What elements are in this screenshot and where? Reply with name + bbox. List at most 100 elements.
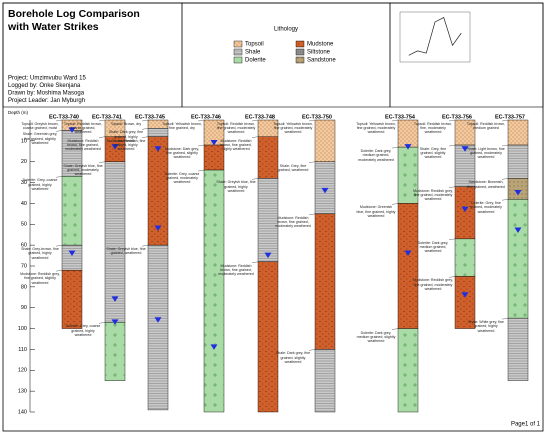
project-line: Project Leader: Jan Myburgh	[8, 98, 85, 104]
layer-description: Topsoil: Yellowish brown, fine grained, …	[162, 122, 202, 131]
layer-pattern	[398, 203, 418, 329]
layer-pattern	[258, 120, 278, 137]
layer-pattern	[148, 136, 168, 246]
legend-label: Mudstone	[307, 42, 334, 48]
borehole-name: EC-T33-750	[302, 114, 332, 120]
borehole-name: EC-T33-746	[191, 114, 221, 120]
layer-pattern	[508, 120, 528, 146]
layer-description: Dolerite: Grey, coarse grained, highly w…	[65, 324, 101, 337]
y-tick-label: 120	[18, 368, 27, 374]
y-axis-label: Depth (m)	[8, 110, 29, 115]
layer-boundary	[197, 144, 205, 147]
layer-boundary	[308, 349, 316, 351]
layer-description: Mudstone: Reddish grey, fine grained, sl…	[20, 272, 60, 285]
layer-pattern	[204, 120, 224, 146]
layer-boundary	[55, 130, 63, 132]
layer-description: Mudstone: Reddish, fine grained, highly …	[106, 138, 146, 152]
y-tick-label: 140	[18, 409, 27, 415]
layer-pattern	[315, 120, 335, 162]
layer-boundary	[141, 119, 149, 122]
layer-pattern	[508, 178, 528, 200]
legend-pattern	[234, 57, 242, 63]
layer-boundary	[55, 119, 63, 122]
y-tick-label: 50	[21, 222, 27, 228]
water-strike	[461, 206, 469, 213]
layer-pattern	[508, 318, 528, 381]
borehole-name: EC-T33-740	[49, 114, 79, 120]
layer-pattern	[62, 270, 82, 329]
layer-description: Shale: Grey-brown, fine grained, highly …	[21, 247, 59, 260]
layer-description: Dolerite: Grey, fine grained, moderately…	[470, 201, 502, 214]
layer-description: Topsoil: Reddish brown, coarse grained, …	[63, 122, 103, 135]
layer-boundary	[448, 144, 456, 147]
y-tick-label: 10	[21, 138, 27, 144]
layer-pattern	[148, 120, 168, 129]
borehole-name: EC-T33-741	[92, 114, 122, 120]
water-strike	[154, 146, 162, 152]
legend-label: Topsoil	[245, 42, 264, 48]
layer-pattern	[508, 145, 528, 179]
borehole-name: EC-T33-748	[245, 114, 275, 120]
project-line: Drawn by: Moshima Masoga	[8, 91, 85, 97]
water-strike	[264, 252, 272, 259]
layer-boundary	[55, 270, 63, 272]
layer-boundary	[308, 161, 316, 163]
water-strike	[68, 127, 76, 133]
legend-title: Lithology	[274, 27, 298, 33]
layer-pattern	[398, 147, 418, 204]
layer-boundary	[391, 328, 399, 330]
layer-boundary	[98, 119, 106, 122]
layer-pattern	[508, 199, 528, 319]
water-strike	[111, 144, 119, 150]
inset-box	[389, 2, 544, 108]
layer-description: Shale: Light brown, fine grained, modera…	[467, 147, 505, 160]
layer-pattern	[62, 176, 82, 246]
water-strike	[514, 190, 522, 196]
layer-boundary	[501, 144, 509, 147]
layer-description: Topsoil: Greyish brown, coarse grained, …	[21, 122, 59, 131]
layer-boundary	[501, 317, 509, 320]
layer-description: Shale: Greenish grey, fine grained, slig…	[22, 132, 58, 145]
layer-description: Mudstone: Reddish grey, fine grained, mo…	[413, 188, 453, 202]
title: Borehole Log Comparison	[8, 8, 140, 20]
legend-label: Dolerite	[245, 58, 266, 64]
layer-description: Dolerite: Dark grey, medium grained, mod…	[358, 149, 394, 162]
legend-pattern	[296, 57, 304, 63]
layer-boundary	[501, 119, 509, 122]
water-strike	[210, 344, 218, 350]
layer-pattern	[148, 245, 168, 410]
y-tick-label: 40	[21, 201, 27, 207]
layer-pattern	[62, 130, 82, 177]
layer-pattern	[105, 322, 125, 381]
layer-boundary	[501, 199, 509, 201]
layer-pattern	[398, 328, 418, 412]
layer-boundary	[251, 136, 259, 138]
water-strike	[404, 250, 412, 256]
water-strike	[514, 227, 522, 234]
layer-pattern	[258, 261, 278, 412]
layer-pattern	[62, 120, 82, 131]
layer-description: Shale: Dark grey, fine grained, slightly…	[275, 351, 311, 364]
layer-pattern	[455, 120, 475, 146]
legend-box	[181, 2, 391, 108]
inset-plot	[399, 11, 471, 63]
y-tick-label: 20	[21, 159, 27, 165]
layer-boundary	[448, 186, 456, 188]
layer-boundary	[98, 322, 106, 324]
footer: Page1 of 1	[511, 422, 541, 428]
layer-description: Topsoil: Yellowish brown, fine grained, …	[273, 122, 313, 135]
layer-description: Sandstone: Brownish, fine grained, weath…	[467, 180, 505, 189]
project-line: Logged by: Onke Skenjana	[8, 83, 81, 89]
water-strike	[321, 187, 329, 194]
layer-boundary	[391, 203, 399, 205]
layer-description: Dolerite: Dark grey, medium grained, sli…	[356, 330, 396, 343]
layer-description: Topsoil: Reddish brown, medium grained	[466, 122, 506, 131]
water-strike	[461, 292, 469, 298]
legend-pattern	[296, 41, 304, 47]
legend-label: Shale	[245, 50, 261, 56]
layer-boundary	[251, 119, 259, 122]
water-strike	[210, 139, 218, 146]
layer-description: Mudstone: Greenish blue, fine grained, h…	[356, 205, 396, 218]
layer-boundary	[251, 178, 259, 180]
